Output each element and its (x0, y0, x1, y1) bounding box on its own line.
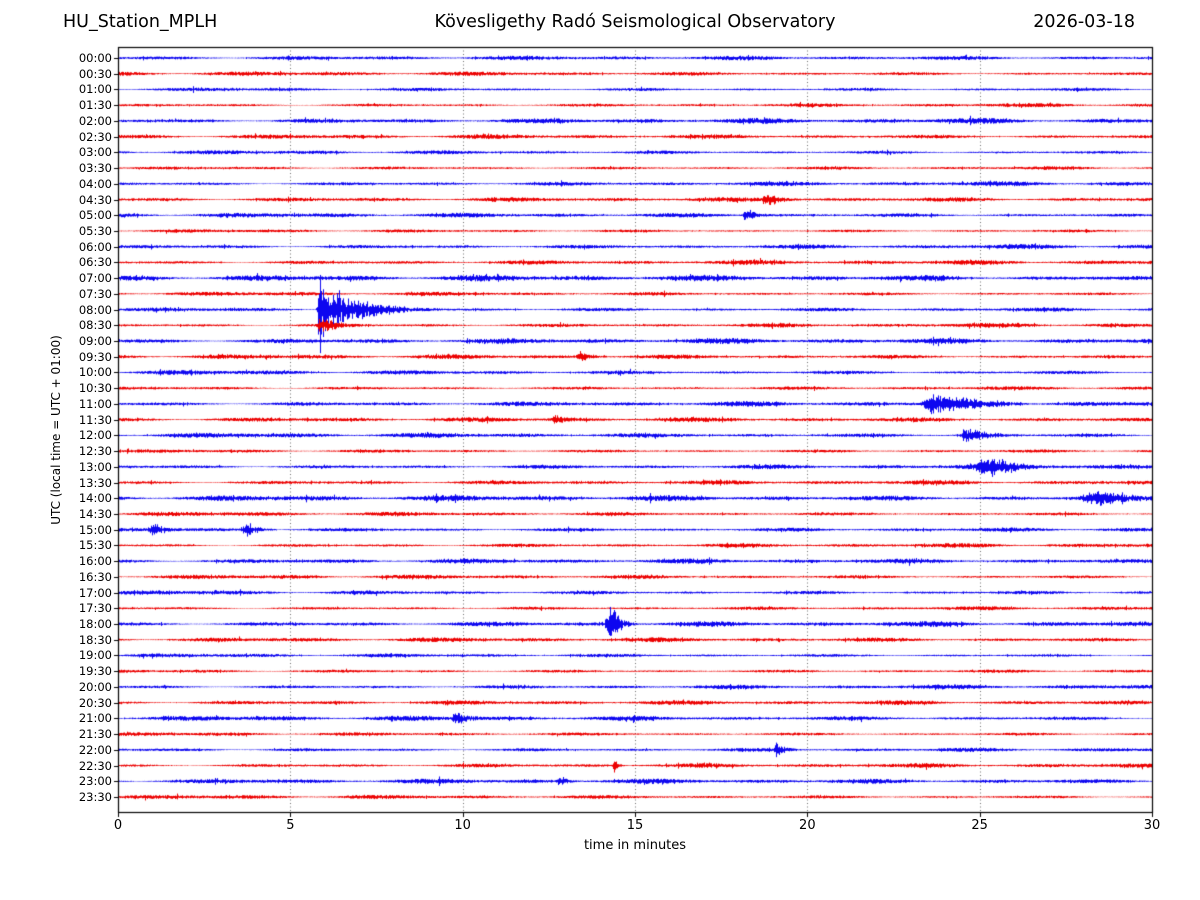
y-tick-label: 14:00 (78, 491, 112, 506)
y-tick-label: 19:00 (78, 648, 112, 663)
y-tick-label: 17:30 (78, 601, 112, 616)
title-row: HU_Station_MPLH Kövesligethy Radó Seismo… (0, 12, 1200, 36)
y-tick-label: 16:30 (78, 569, 112, 584)
y-tick-label: 02:30 (78, 129, 112, 144)
y-tick-label: 23:00 (78, 774, 112, 789)
x-tick-label: 5 (286, 818, 295, 833)
y-tick-label: 04:30 (78, 192, 112, 207)
y-tick-label: 00:30 (78, 66, 112, 81)
y-tick-label: 08:00 (78, 302, 112, 317)
x-tick-label: 15 (626, 818, 644, 833)
y-tick-label: 08:30 (78, 318, 112, 333)
y-tick-label: 22:30 (78, 758, 112, 773)
y-tick-label: 04:00 (78, 176, 112, 191)
y-tick-label: 23:30 (78, 789, 112, 804)
x-tick-label: 30 (1143, 818, 1161, 833)
y-tick-label: 15:30 (78, 538, 112, 553)
y-tick-label: 14:30 (78, 506, 112, 521)
y-tick-label: 06:00 (78, 239, 112, 254)
y-tick-label: 06:30 (78, 255, 112, 270)
x-tick-label: 10 (454, 818, 471, 833)
y-tick-label: 05:30 (78, 223, 112, 238)
y-tick-label: 09:30 (78, 349, 112, 364)
y-tick-label: 05:00 (78, 208, 112, 223)
y-tick-label: 07:00 (78, 271, 112, 286)
y-tick-label: 18:00 (78, 617, 112, 632)
y-tick-label: 12:30 (78, 444, 112, 459)
y-tick-label: 00:00 (78, 51, 112, 65)
x-tick-label: 25 (971, 818, 988, 833)
y-axis-label: UTC (local time = UTC + 01:00) (49, 335, 63, 525)
y-tick-label: 01:30 (78, 98, 112, 113)
y-tick-label: 11:00 (78, 396, 112, 411)
y-tick-label: 10:30 (78, 381, 112, 396)
y-tick-label: 17:00 (78, 585, 112, 600)
y-tick-label: 03:00 (78, 145, 112, 160)
y-tick-label: 09:00 (78, 334, 112, 348)
y-tick-label: 13:30 (78, 475, 112, 490)
y-tick-label: 22:00 (78, 742, 112, 757)
y-tick-label: 07:30 (78, 286, 112, 301)
y-tick-label: 16:00 (78, 554, 112, 569)
y-tick-label: 20:00 (78, 679, 112, 694)
y-tick-label: 10:00 (78, 365, 112, 380)
y-tick-label: 11:30 (78, 412, 112, 427)
y-tick-label: 01:00 (78, 82, 112, 97)
y-tick-label: 18:30 (78, 632, 112, 647)
station-title: HU_Station_MPLH (63, 12, 218, 32)
y-tick-label: 21:30 (78, 727, 112, 742)
x-tick-label: 20 (799, 818, 816, 833)
y-tick-label: 20:30 (78, 695, 112, 710)
x-tick-label: 0 (113, 818, 123, 833)
y-tick-label: 15:00 (78, 522, 112, 537)
y-tick-label: 19:30 (78, 664, 112, 679)
y-tick-label: 13:00 (78, 459, 112, 474)
y-tick-label: 02:00 (78, 113, 112, 128)
x-axis-label: time in minutes (583, 838, 687, 853)
y-tick-label: 12:00 (78, 428, 112, 443)
y-tick-label: 03:30 (78, 161, 112, 176)
observatory-title: Kövesligethy Radó Seismological Observat… (434, 12, 836, 32)
date-title: 2026-03-18 (1033, 12, 1135, 32)
y-tick-label: 21:00 (78, 711, 112, 726)
